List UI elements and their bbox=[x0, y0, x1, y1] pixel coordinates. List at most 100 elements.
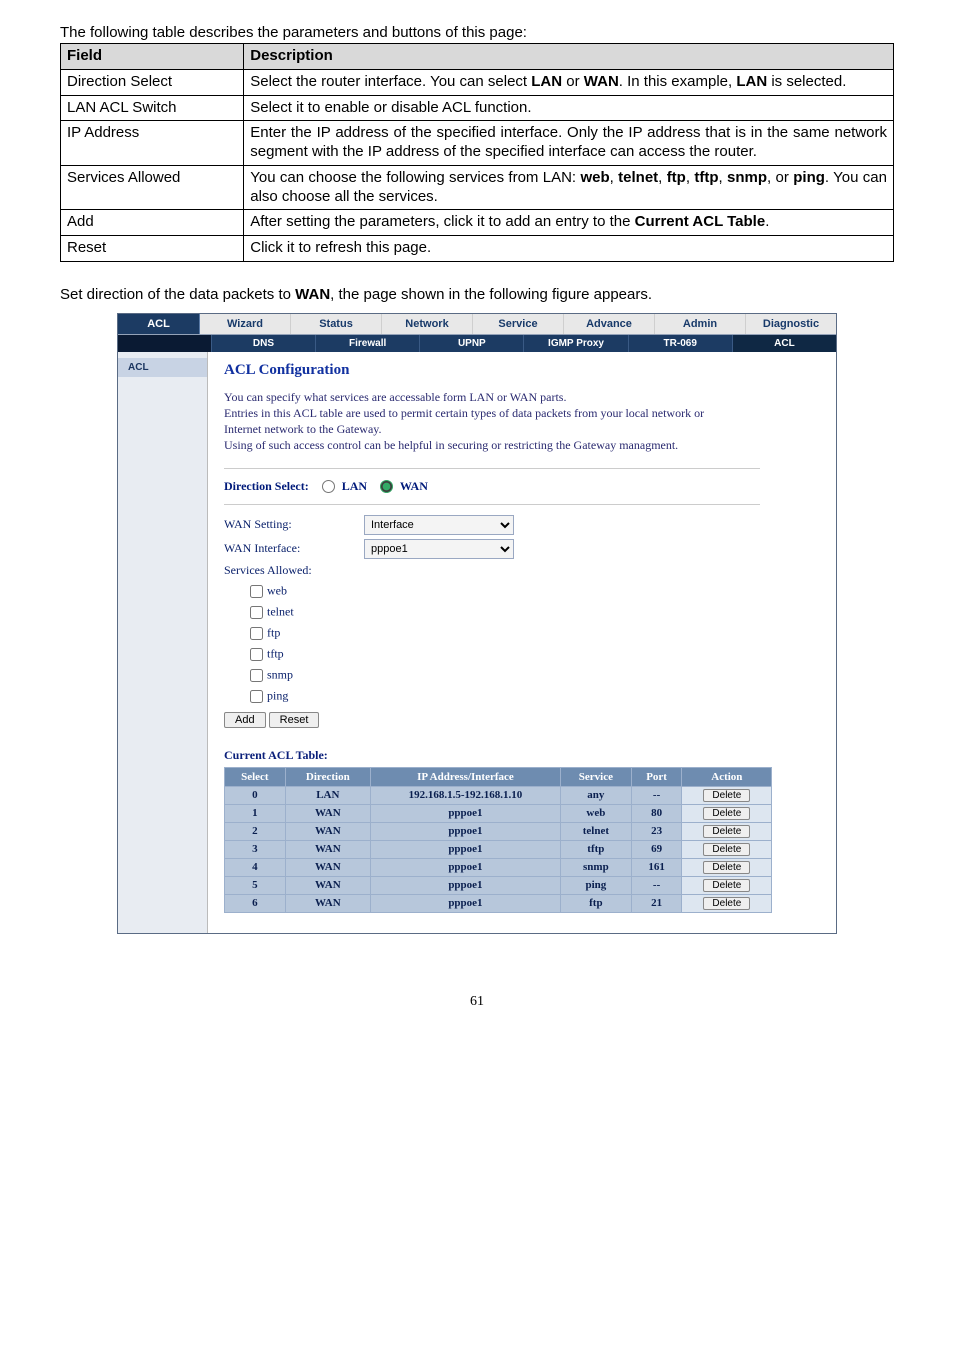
param-field: Add bbox=[61, 210, 244, 236]
acl-cell-dir: WAN bbox=[285, 804, 370, 822]
acl-cell-port: -- bbox=[631, 876, 682, 894]
wan-interface-row: WAN Interface: pppoe1 bbox=[224, 539, 820, 559]
wan-setting-select[interactable]: Interface bbox=[364, 515, 514, 535]
top-nav: ACL WizardStatusNetworkServiceAdvanceAdm… bbox=[118, 314, 836, 335]
divider bbox=[224, 504, 760, 505]
sub-nav-firewall[interactable]: Firewall bbox=[316, 335, 420, 352]
acl-th: Action bbox=[682, 767, 772, 786]
top-nav-status[interactable]: Status bbox=[291, 314, 382, 334]
acl-cell-select: 2 bbox=[225, 822, 286, 840]
current-acl-title: Current ACL Table: bbox=[224, 748, 820, 763]
acl-cell-select: 1 bbox=[225, 804, 286, 822]
acl-th: IP Address/Interface bbox=[370, 767, 560, 786]
th-desc: Description bbox=[244, 44, 894, 70]
delete-button[interactable]: Delete bbox=[703, 861, 750, 874]
acl-cell-action: Delete bbox=[682, 876, 772, 894]
acl-th: Port bbox=[631, 767, 682, 786]
service-label-ftp: ftp bbox=[267, 625, 280, 639]
radio-lan[interactable] bbox=[322, 480, 335, 493]
delete-button[interactable]: Delete bbox=[703, 807, 750, 820]
delete-button[interactable]: Delete bbox=[703, 789, 750, 802]
wan-setting-label: WAN Setting: bbox=[224, 517, 364, 532]
th-field: Field bbox=[61, 44, 244, 70]
delete-button[interactable]: Delete bbox=[703, 897, 750, 910]
service-label-web: web bbox=[267, 583, 287, 597]
radio-lan-label: LAN bbox=[342, 479, 367, 493]
screenshot-panel: ACL WizardStatusNetworkServiceAdvanceAdm… bbox=[117, 313, 837, 934]
acl-cell-port: -- bbox=[631, 786, 682, 804]
button-row: Add Reset bbox=[224, 712, 820, 728]
service-label-telnet: telnet bbox=[267, 604, 294, 618]
acl-cell-svc: ftp bbox=[560, 894, 631, 912]
page-number: 61 bbox=[60, 994, 894, 1010]
sub-nav-spacer bbox=[118, 335, 212, 352]
acl-th: Service bbox=[560, 767, 631, 786]
checkbox-snmp[interactable] bbox=[250, 669, 263, 682]
checkbox-telnet[interactable] bbox=[250, 606, 263, 619]
sub-nav-igmp proxy[interactable]: IGMP Proxy bbox=[524, 335, 628, 352]
acl-cell-dir: WAN bbox=[285, 894, 370, 912]
intro-text: The following table describes the parame… bbox=[60, 24, 894, 41]
param-desc: After setting the parameters, click it t… bbox=[244, 210, 894, 236]
config-title: ACL Configuration bbox=[224, 362, 820, 379]
top-nav-service[interactable]: Service bbox=[473, 314, 564, 334]
sub-nav-tr-069[interactable]: TR-069 bbox=[629, 335, 733, 352]
acl-cell-select: 3 bbox=[225, 840, 286, 858]
divider bbox=[224, 468, 760, 469]
wan-interface-select[interactable]: pppoe1 bbox=[364, 539, 514, 559]
param-field: IP Address bbox=[61, 121, 244, 166]
acl-cell-action: Delete bbox=[682, 840, 772, 858]
sub-nav-dns[interactable]: DNS bbox=[212, 335, 316, 352]
acl-cell-dir: LAN bbox=[285, 786, 370, 804]
sidebar: ACL bbox=[118, 352, 208, 933]
top-nav-wizard[interactable]: Wizard bbox=[200, 314, 291, 334]
radio-wan[interactable] bbox=[380, 480, 393, 493]
acl-cell-dir: WAN bbox=[285, 822, 370, 840]
delete-button[interactable]: Delete bbox=[703, 879, 750, 892]
add-button[interactable]: Add bbox=[224, 712, 266, 728]
acl-cell-svc: any bbox=[560, 786, 631, 804]
top-nav-diagnostic[interactable]: Diagnostic bbox=[746, 314, 836, 334]
acl-cell-select: 6 bbox=[225, 894, 286, 912]
acl-cell-svc: ping bbox=[560, 876, 631, 894]
help-line2: Entries in this ACL table are used to pe… bbox=[224, 406, 704, 436]
service-label-ping: ping bbox=[267, 688, 288, 702]
sub-nav-acl[interactable]: ACL bbox=[733, 335, 836, 352]
direction-select-row: Direction Select: LAN WAN bbox=[224, 479, 820, 494]
top-nav-advance[interactable]: Advance bbox=[564, 314, 655, 334]
sub-nav-upnp[interactable]: UPNP bbox=[420, 335, 524, 352]
wan-setting-row: WAN Setting: Interface bbox=[224, 515, 820, 535]
services-allowed-row: Services Allowed: bbox=[224, 563, 820, 578]
acl-cell-action: Delete bbox=[682, 786, 772, 804]
checkbox-ftp[interactable] bbox=[250, 627, 263, 640]
wan-interface-label: WAN Interface: bbox=[224, 541, 364, 556]
top-nav-admin[interactable]: Admin bbox=[655, 314, 746, 334]
param-field: Direction Select bbox=[61, 69, 244, 95]
direction-label: Direction Select: bbox=[224, 479, 309, 493]
checkbox-ping[interactable] bbox=[250, 690, 263, 703]
acl-cell-action: Delete bbox=[682, 822, 772, 840]
top-nav-network[interactable]: Network bbox=[382, 314, 473, 334]
acl-cell-svc: telnet bbox=[560, 822, 631, 840]
acl-cell-ip: pppoe1 bbox=[370, 894, 560, 912]
delete-button[interactable]: Delete bbox=[703, 825, 750, 838]
sidebar-item-acl[interactable]: ACL bbox=[118, 358, 207, 378]
checkbox-tftp[interactable] bbox=[250, 648, 263, 661]
param-desc: You can choose the following services fr… bbox=[244, 165, 894, 210]
acl-cell-action: Delete bbox=[682, 858, 772, 876]
acl-cell-action: Delete bbox=[682, 894, 772, 912]
delete-button[interactable]: Delete bbox=[703, 843, 750, 856]
reset-button[interactable]: Reset bbox=[269, 712, 320, 728]
param-field: Reset bbox=[61, 236, 244, 262]
acl-cell-ip: 192.168.1.5-192.168.1.10 bbox=[370, 786, 560, 804]
param-field: LAN ACL Switch bbox=[61, 95, 244, 121]
parameters-table: Field Description Direction SelectSelect… bbox=[60, 43, 894, 262]
checkbox-web[interactable] bbox=[250, 585, 263, 598]
acl-cell-select: 5 bbox=[225, 876, 286, 894]
acl-cell-port: 21 bbox=[631, 894, 682, 912]
acl-cell-svc: snmp bbox=[560, 858, 631, 876]
help-text: You can specify what services are access… bbox=[224, 389, 744, 454]
top-nav-left: ACL bbox=[118, 314, 200, 334]
acl-cell-ip: pppoe1 bbox=[370, 822, 560, 840]
acl-cell-dir: WAN bbox=[285, 858, 370, 876]
